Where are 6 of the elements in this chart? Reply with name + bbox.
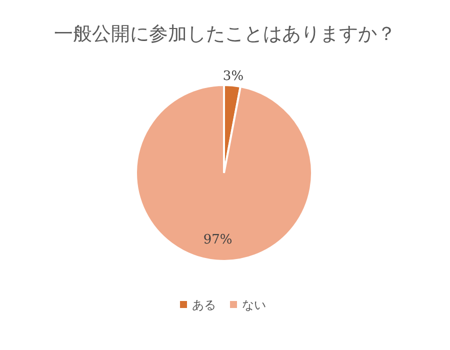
data-label: 97% [203,232,232,248]
pie-slice [135,84,313,262]
legend-label: ない [242,298,266,312]
legend-label: ある [192,298,216,312]
chart-title: 一般公開に参加したことはありますか？ [54,23,396,45]
data-label: 3% [222,68,244,84]
